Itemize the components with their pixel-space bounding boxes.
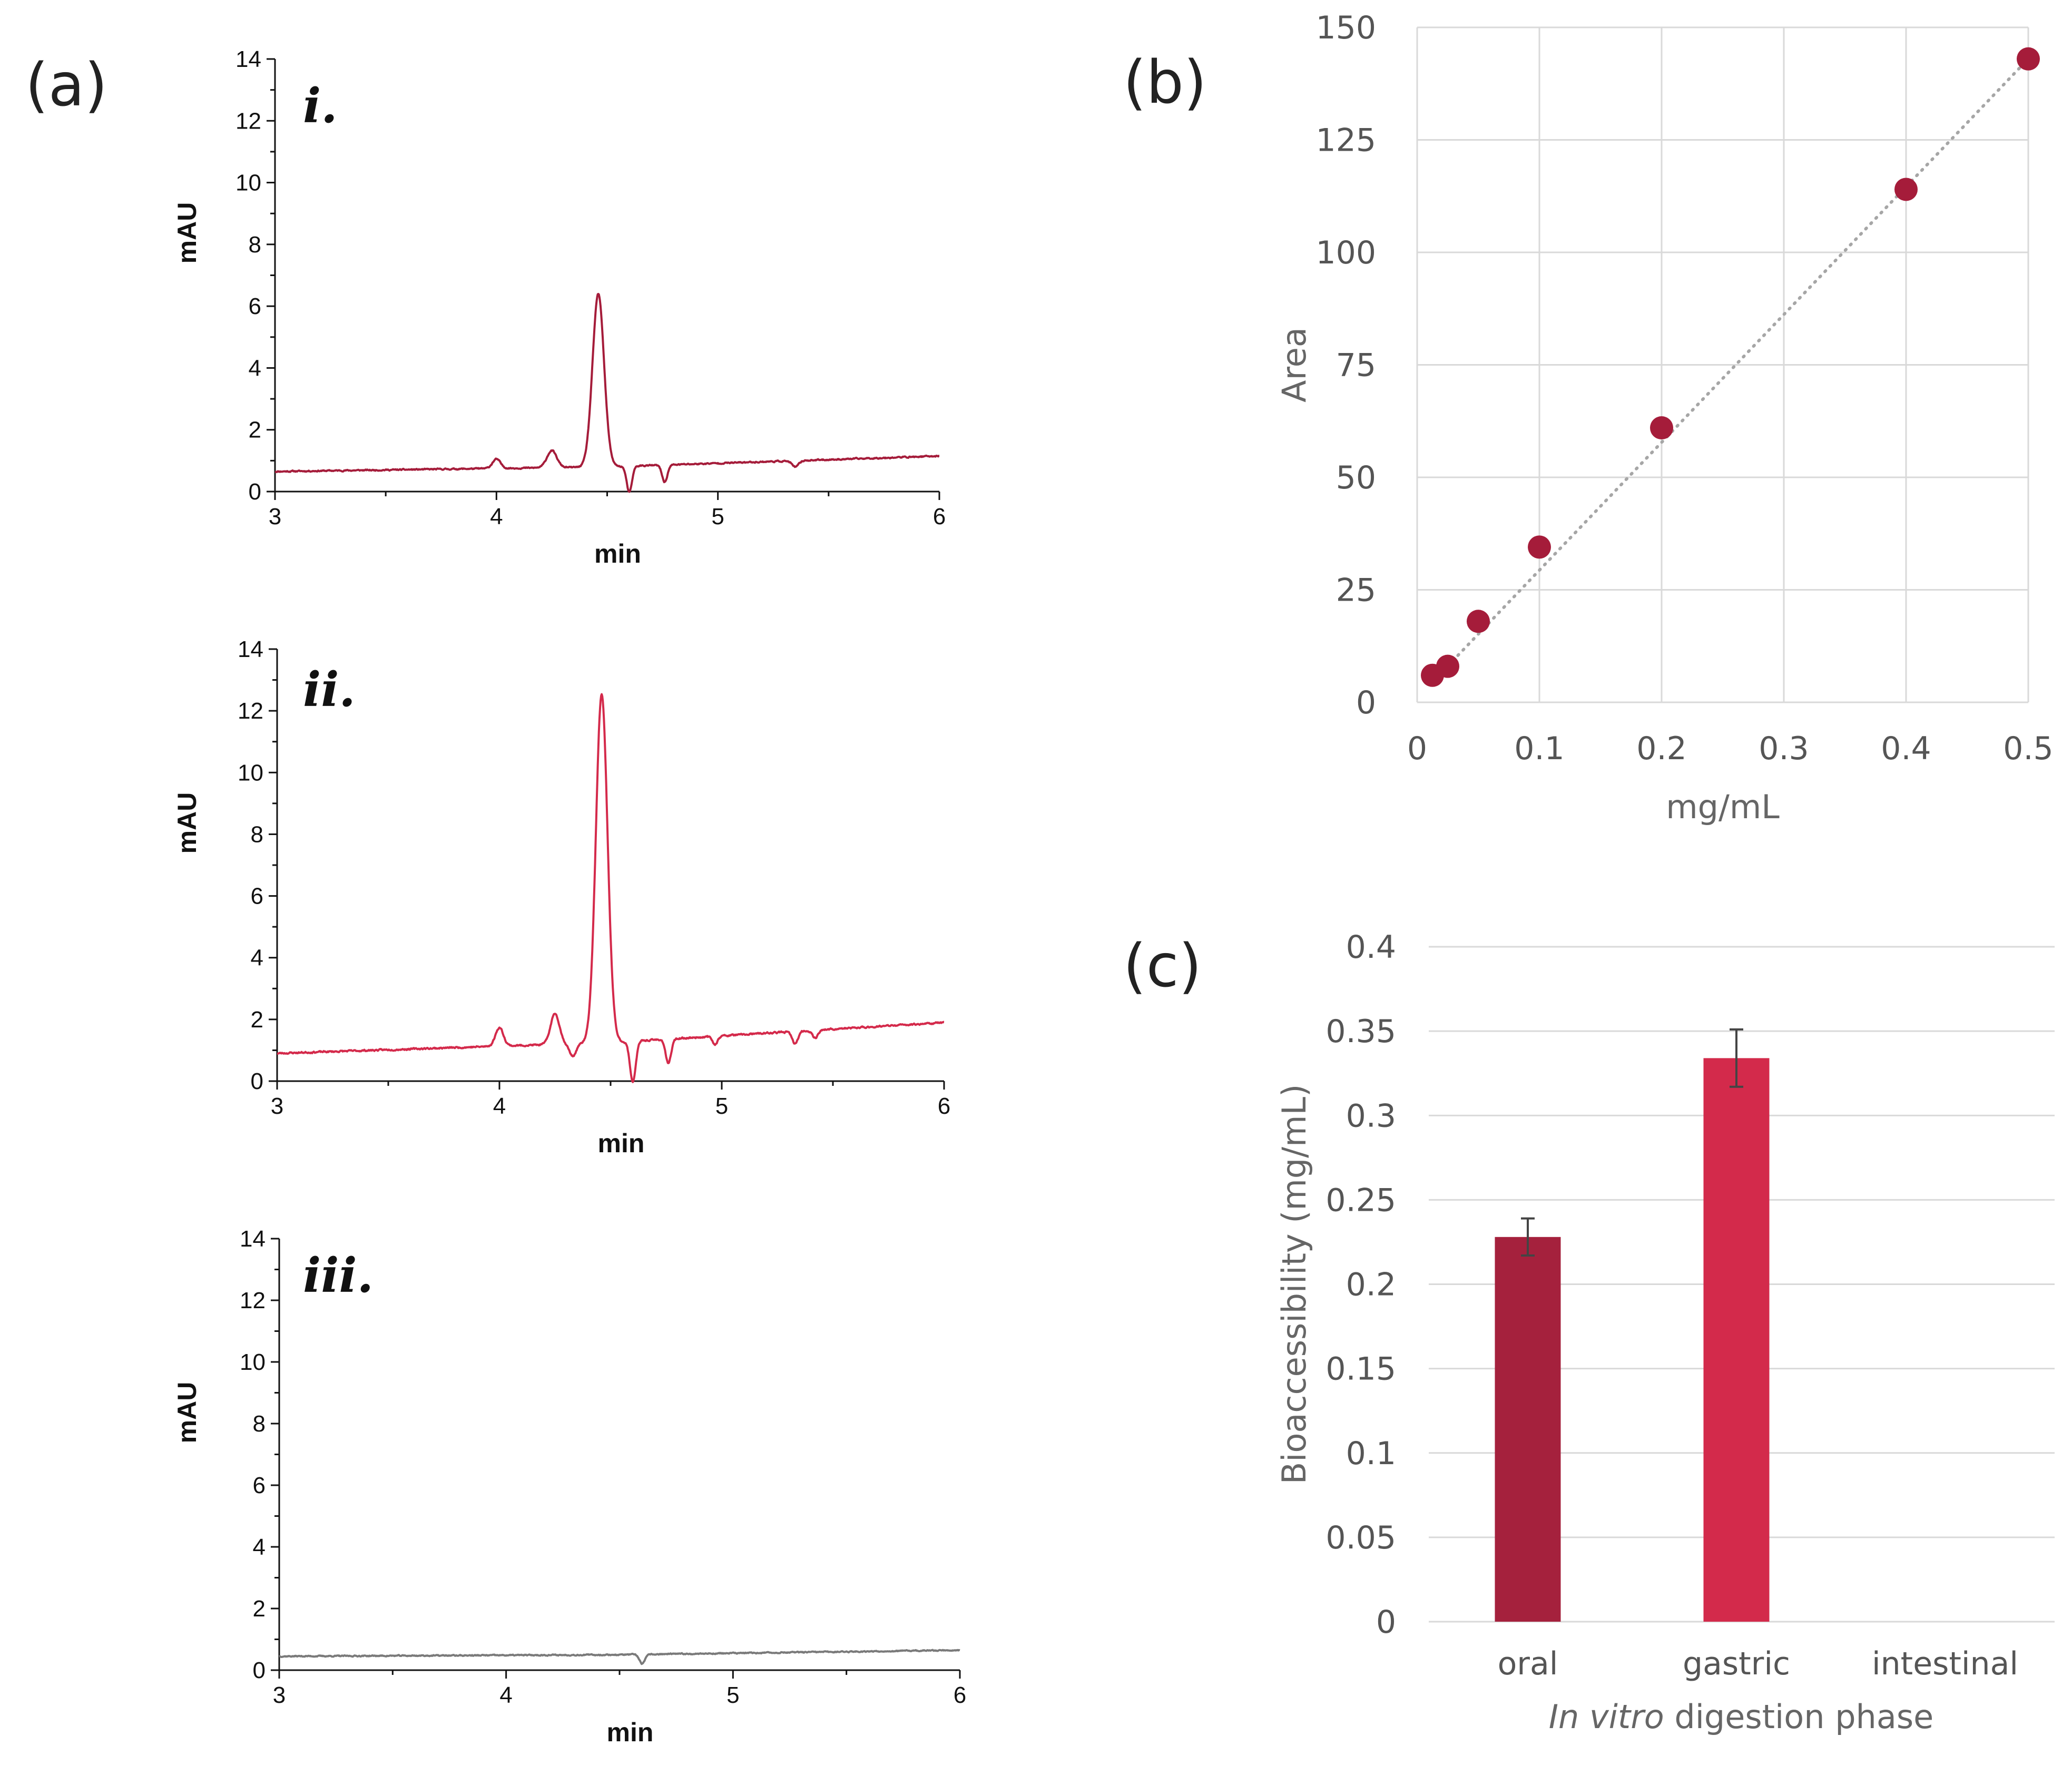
- x-tick-label: 0.2: [1636, 730, 1686, 767]
- trace-numeral: i.: [303, 78, 338, 134]
- chromatogram-trace: [274, 292, 940, 493]
- y-tick-label: 0.25: [1325, 1182, 1396, 1219]
- y-tick-label: 12: [235, 108, 261, 134]
- x-axis-label: min: [598, 1129, 645, 1158]
- calibration-scatter: 0 25 50 75 100 125 150 0 0.1 0.2 0.3 0.4 0.5 mg/mL Are…: [1275, 9, 2054, 826]
- y-tick-label: 0.05: [1325, 1519, 1396, 1556]
- y-tick-label: 100: [1315, 234, 1376, 271]
- trace-numeral: ii.: [303, 662, 356, 718]
- y-tick-label: 12: [238, 698, 263, 724]
- y-axis-label: mAU: [172, 202, 202, 264]
- y-tick-label: 0.4: [1346, 929, 1396, 966]
- y-tick-label: 6: [253, 1473, 266, 1498]
- x-tick-label: 5: [715, 1093, 728, 1119]
- y-axis-label: Bioaccessibility (mg/mL): [1275, 1084, 1313, 1485]
- chromatogram-ii: 0 2 4 6 8 10 12 14 3 4 5 6 min mAU ii.: [172, 636, 950, 1158]
- x-axis-label-italic: In vitro: [1549, 1698, 1664, 1736]
- y-tick-label: 6: [249, 293, 261, 319]
- y-tick-label: 0: [253, 1658, 266, 1683]
- panel-a-label: (a): [25, 51, 107, 120]
- x-tick-label: 3: [273, 1682, 286, 1708]
- category-label: intestinal: [1872, 1645, 2018, 1682]
- y-tick-label: 4: [249, 355, 261, 381]
- chromatogram-i: 0 2 4 6 8 10 12 14 3 4 5 6 min mAU i.: [172, 46, 946, 568]
- y-tick-label: 0.1: [1346, 1435, 1396, 1472]
- x-tick-label: 6: [938, 1093, 950, 1119]
- bar-oral: [1495, 1237, 1561, 1622]
- y-axis-label: Area: [1275, 327, 1313, 403]
- chromatogram-trace: [277, 693, 945, 1083]
- y-tick-label: 150: [1315, 9, 1376, 46]
- y-tick-label: 14: [235, 46, 261, 72]
- y-tick-label: 8: [253, 1411, 266, 1437]
- x-tick-label: 6: [933, 504, 946, 529]
- y-tick-label: 8: [249, 232, 261, 258]
- data-point: [1650, 416, 1673, 440]
- y-tick-label: 2: [251, 1007, 263, 1033]
- y-tick-label: 2: [253, 1596, 266, 1622]
- y-tick-label: 0.35: [1325, 1013, 1396, 1050]
- x-axis-label: min: [594, 539, 641, 568]
- x-tick-label: 0.5: [2003, 730, 2053, 767]
- y-tick-label: 50: [1336, 459, 1376, 496]
- y-tick-label: 8: [251, 821, 263, 847]
- panel-c-label: (c): [1123, 932, 1202, 1001]
- y-tick-label: 2: [249, 417, 261, 443]
- y-tick-label: 25: [1336, 572, 1376, 609]
- x-tick-label: 3: [269, 504, 281, 529]
- y-tick-label: 14: [240, 1226, 266, 1252]
- chromatogram-trace: [279, 1649, 960, 1665]
- x-tick-label: 3: [271, 1093, 283, 1119]
- panel-b-label: (b): [1123, 48, 1206, 117]
- y-tick-label: 4: [253, 1534, 266, 1560]
- x-tick-label: 6: [954, 1682, 966, 1708]
- y-tick-label: 0: [251, 1068, 263, 1094]
- x-tick-label: 4: [499, 1682, 512, 1708]
- x-tick-label: 4: [493, 1093, 506, 1119]
- y-tick-label: 10: [238, 760, 263, 786]
- x-tick-label: 0.4: [1881, 730, 1931, 767]
- y-tick-label: 4: [251, 945, 263, 971]
- y-tick-label: 14: [238, 636, 263, 662]
- y-tick-label: 0.15: [1325, 1351, 1396, 1388]
- y-axis-label: mAU: [172, 1382, 202, 1444]
- y-tick-label: 10: [235, 170, 261, 196]
- category-label: oral: [1498, 1645, 1558, 1682]
- trendline: [1431, 57, 2030, 684]
- x-tick-label: 0: [1407, 730, 1427, 767]
- y-tick-label: 6: [251, 884, 263, 909]
- y-tick-label: 0: [249, 479, 261, 505]
- y-tick-label: 10: [240, 1349, 266, 1375]
- y-tick-label: 0: [1356, 684, 1376, 721]
- x-tick-label: 5: [726, 1682, 739, 1708]
- data-point: [1467, 610, 1490, 633]
- y-tick-label: 0.3: [1346, 1097, 1396, 1134]
- x-axis-label: In vitro digestion phase: [1549, 1698, 1934, 1736]
- y-tick-label: 0.2: [1346, 1267, 1396, 1303]
- bioaccessibility-bar-chart: 0 0.05 0.1 0.15 0.2 0.25 0.3 0.35 0.4 oral gastric…: [1275, 929, 2055, 1736]
- x-tick-label: 0.3: [1759, 730, 1809, 767]
- y-tick-label: 125: [1315, 122, 1376, 159]
- x-axis-label: min: [607, 1718, 654, 1747]
- y-tick-label: 12: [240, 1288, 266, 1313]
- data-point: [1894, 178, 1918, 201]
- data-point: [1436, 654, 1459, 678]
- x-tick-label: 5: [711, 504, 724, 529]
- y-axis-label: mAU: [172, 792, 202, 854]
- data-point: [1528, 535, 1551, 559]
- x-tick-label: 0.1: [1514, 730, 1564, 767]
- data-point: [2017, 47, 2040, 71]
- x-tick-label: 4: [490, 504, 503, 529]
- trace-numeral: iii.: [303, 1248, 374, 1303]
- category-label: gastric: [1683, 1645, 1790, 1682]
- x-axis-label: mg/mL: [1666, 788, 1780, 826]
- bar-gastric: [1703, 1058, 1770, 1622]
- y-tick-label: 0: [1376, 1604, 1396, 1641]
- chromatogram-iii: 0 2 4 6 8 10 12 14 3 4 5 6 min mAU iii.: [172, 1226, 966, 1747]
- y-tick-label: 75: [1336, 347, 1376, 384]
- x-axis-label-rest: digestion phase: [1664, 1698, 1934, 1736]
